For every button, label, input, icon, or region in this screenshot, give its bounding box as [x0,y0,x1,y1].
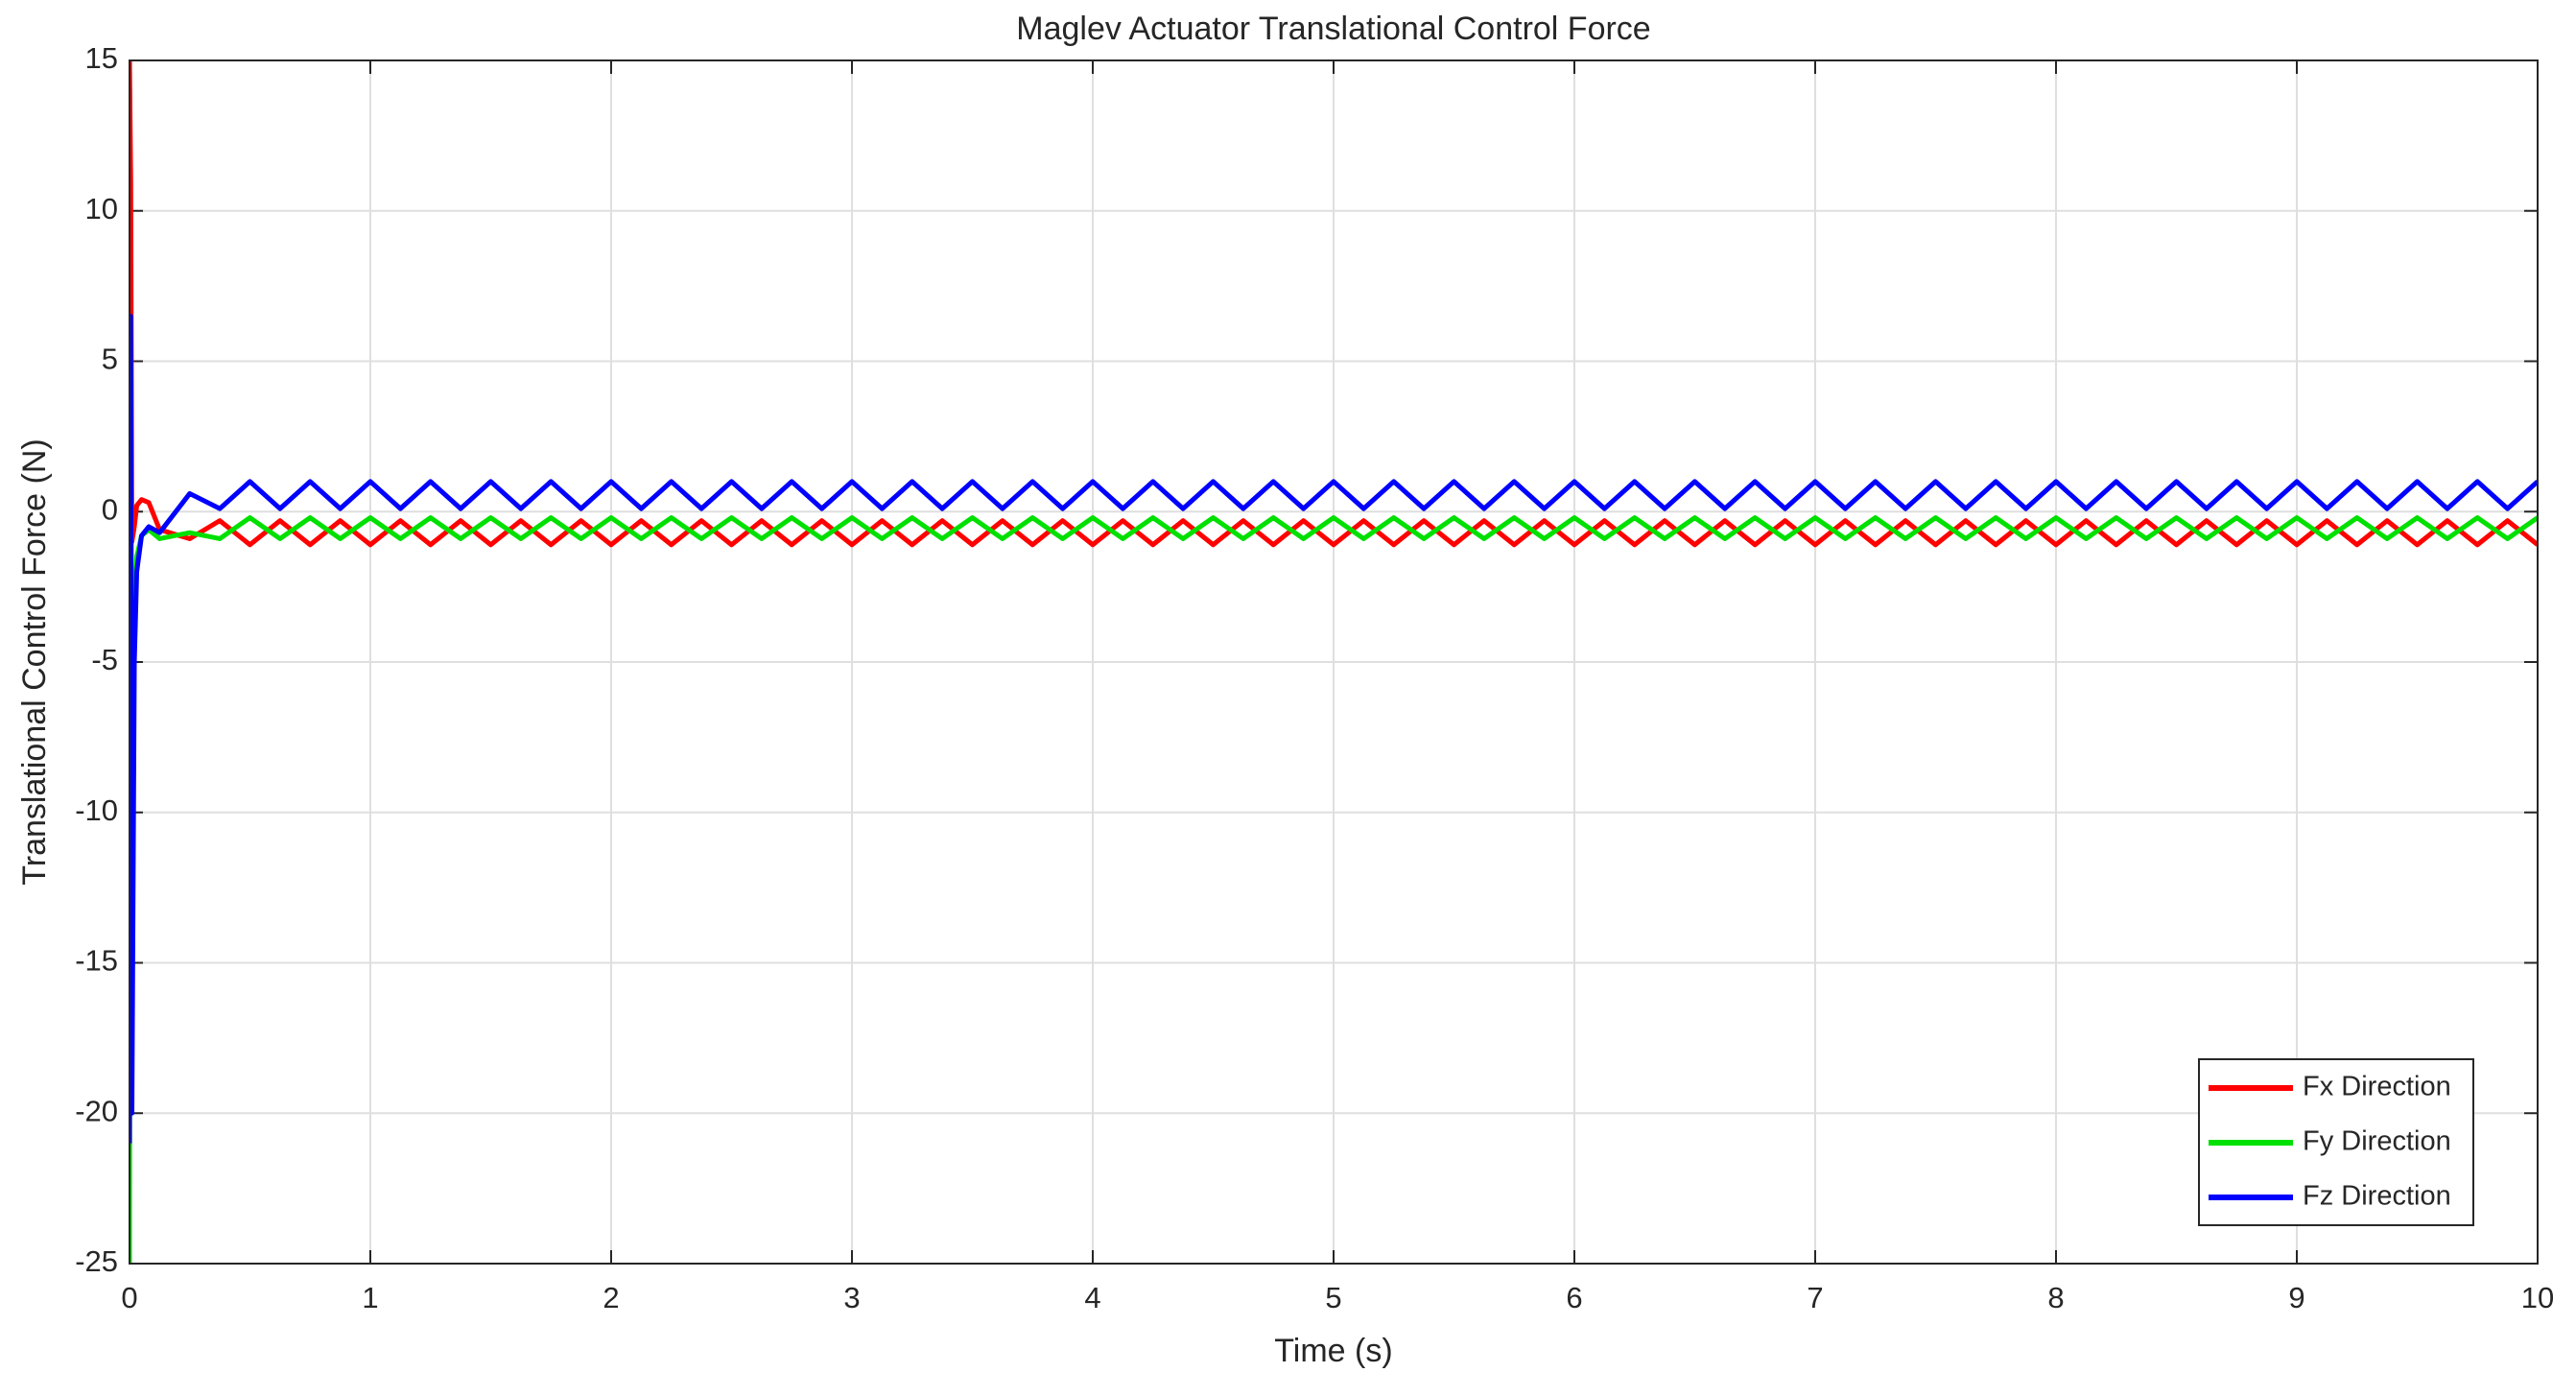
y-tick-label: -10 [75,793,118,827]
x-tick-label: 4 [1084,1281,1100,1314]
x-tick-label: 7 [1807,1281,1823,1314]
y-tick-label: -15 [75,944,118,978]
legend-label: Fz Direction [2303,1181,2451,1212]
x-tick-label: 10 [2521,1281,2554,1314]
y-tick-label: 5 [102,343,118,376]
x-tick-label: 6 [1566,1281,1582,1314]
data-line [130,60,2538,548]
y-tick-label: -25 [75,1244,118,1278]
data-line [130,313,2538,1144]
x-axis-label: Time (s) [1274,1333,1392,1369]
x-tick-label: 1 [362,1281,378,1314]
y-tick-label: 10 [85,192,118,225]
legend-label: Fy Direction [2303,1126,2451,1157]
x-tick-label: 3 [843,1281,860,1314]
y-axis-label: Translational Control Force (N) [16,438,53,885]
y-tick-label: 15 [85,41,118,75]
data-line [130,359,2538,1264]
y-tick-label: 0 [102,492,118,526]
x-tick-label: 5 [1325,1281,1341,1314]
chart-title: Maglev Actuator Translational Control Fo… [1016,11,1650,47]
legend-label: Fx Direction [2303,1072,2451,1102]
y-tick-label: -20 [75,1094,118,1127]
x-tick-label: 2 [603,1281,619,1314]
x-tick-label: 8 [2047,1281,2064,1314]
plot-frame [129,59,2539,1265]
x-tick-label: 9 [2288,1281,2304,1314]
x-tick-label: 0 [121,1281,137,1314]
y-tick-label: -5 [91,643,118,676]
